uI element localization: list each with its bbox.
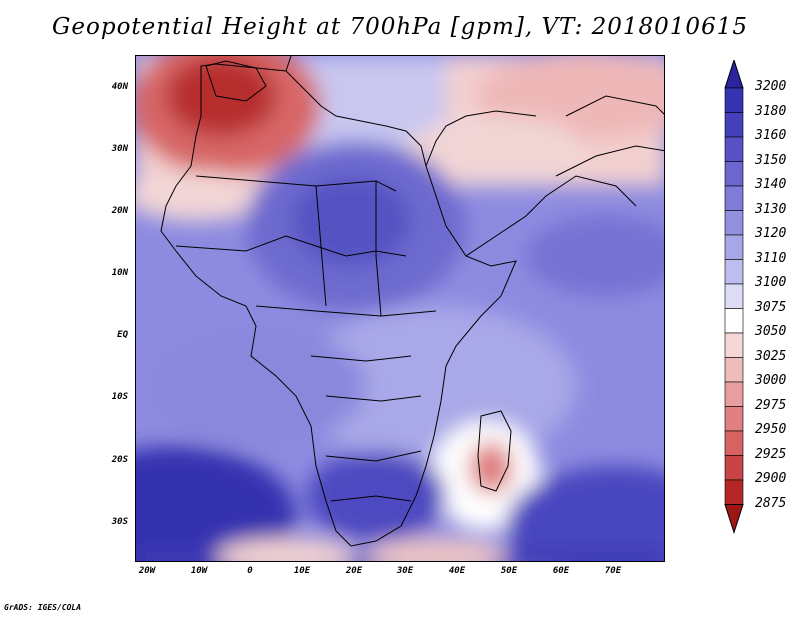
colorbar-level-label: 2875 [755,495,787,511]
colorbar-swatch [724,259,744,285]
colorbar-level-label: 2925 [755,446,787,462]
grads-credit: GrADS: IGES/COLA [4,603,82,612]
colorbar-swatch [724,234,744,260]
lat-label-30s: 30S [111,517,128,527]
colorbar-swatch [724,112,744,138]
lon-label-10w: 10W [190,566,208,576]
colorbar-level-label: 2975 [755,397,787,413]
lon-label-50e: 50E [500,566,518,576]
colorbar-level-label: 3000 [755,373,787,388]
colorbar-swatch [724,479,744,505]
lon-label-30e: 30E [396,566,414,576]
colorbar-swatch [724,357,744,383]
colorbar-level-label: 3200 [755,79,787,94]
lon-label-0: 0 [247,566,253,576]
colorbar-level-label: 3025 [755,348,787,364]
colorbar-level-label: 3130 [755,201,787,217]
lat-label-20s: 20S [111,455,128,465]
lon-label-40e: 40E [448,566,466,576]
colorbar-level-label: 3120 [755,226,787,241]
colorbar-swatch [724,381,744,407]
colorbar-level-label: 3050 [755,324,787,339]
colorbar-level-label: 3110 [755,250,787,266]
colorbar [724,60,744,535]
colorbar-swatch [724,406,744,432]
colorbar-swatch [724,283,744,309]
colorbar-swatch [724,308,744,334]
colorbar-swatch [724,185,744,211]
lon-label-10e: 10E [293,566,311,576]
lon-label-20e: 20E [345,566,363,576]
colorbar-swatch [724,87,744,113]
colorbar-bottom-arrow [724,504,744,535]
colorbar-level-label: 2900 [755,471,787,486]
colorbar-swatch [724,430,744,456]
colorbar-swatch [724,210,744,236]
colorbar-level-label: 3075 [755,299,787,315]
lat-label-10n: 10N [111,268,128,278]
colorbar-swatch [724,332,744,358]
colorbar-level-label: 3150 [755,152,787,168]
lon-label-60e: 60E [552,566,570,576]
lat-label-30n: 30N [111,144,128,154]
colorbar-level-label: 3180 [755,103,787,119]
lat-label-40n: 40N [111,82,128,92]
lat-label-10s: 10S [111,392,128,402]
geopotential-map [135,55,665,562]
colorbar-swatch [724,455,744,481]
lon-label-20w: 20W [138,566,156,576]
colorbar-level-label: 3140 [755,177,787,192]
map-field [136,56,664,561]
colorbar-level-label: 3160 [755,128,787,143]
colorbar-level-label: 3100 [755,275,787,290]
colorbar-level-label: 2950 [755,422,787,437]
lon-label-70e: 70E [604,566,622,576]
lat-label-eq: EQ [117,330,128,340]
map-title: Geopotential Height at 700hPa [gpm], VT:… [52,14,748,40]
colorbar-swatch [724,136,744,162]
colorbar-swatch [724,161,744,187]
colorbar-top-arrow [724,60,744,89]
lat-label-20n: 20N [111,206,128,216]
